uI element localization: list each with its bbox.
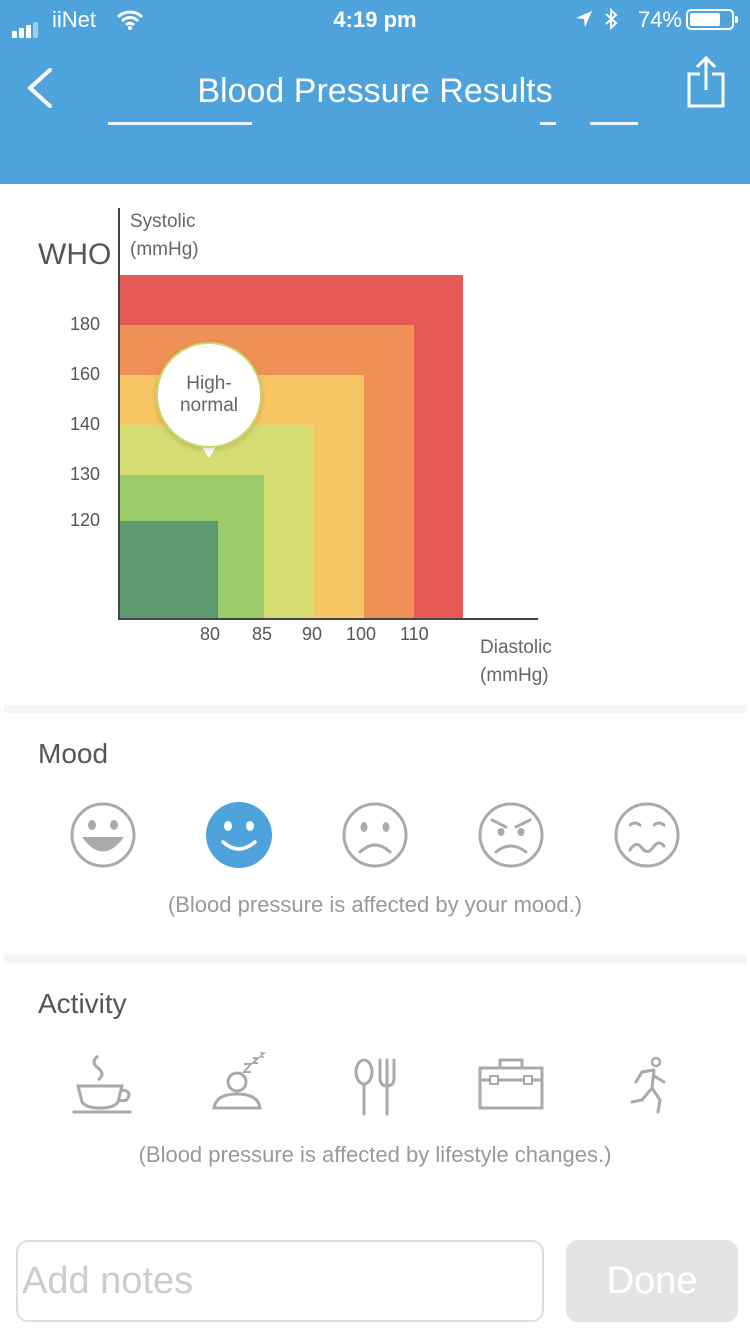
toolbox-icon[interactable] xyxy=(476,1050,546,1120)
activity-caption: (Blood pressure is affected by lifestyle… xyxy=(138,1142,612,1167)
y-axis-label: Systolic (mmHg) xyxy=(130,208,199,264)
notes-input[interactable] xyxy=(16,1240,544,1322)
x-axis-label-line2: (mmHg) xyxy=(480,665,549,686)
y-tick-label: 130 xyxy=(70,464,101,484)
header-bar: iiNet 4:19 pm 74% Blood Pressure Results xyxy=(0,0,750,184)
sad-face-icon[interactable] xyxy=(340,800,410,870)
page-title: Blood Pressure Results xyxy=(197,72,553,110)
chevron-left-icon[interactable] xyxy=(22,66,56,110)
battery-icon xyxy=(686,9,738,30)
x-axis-label-line1: Diastolic xyxy=(480,637,552,658)
x-tick-label: 90 xyxy=(302,624,323,644)
y-tick-label: 180 xyxy=(70,314,101,334)
bluetooth-icon xyxy=(605,7,618,31)
carrier-label: iiNet xyxy=(52,7,97,32)
x-axis-line xyxy=(118,618,538,620)
x-axis-label: Diastolic (mmHg) xyxy=(480,634,552,690)
clock-label: 4:19 pm xyxy=(333,7,417,32)
wavy-mouth-face-icon[interactable] xyxy=(612,800,682,870)
y-axis-label-line2: (mmHg) xyxy=(130,239,199,260)
obscured-text-line xyxy=(590,122,638,125)
y-tick-label: 120 xyxy=(70,510,101,530)
y-tick-label: 160 xyxy=(70,364,101,384)
status-bar: iiNet 4:19 pm 74% xyxy=(0,0,750,40)
share-icon[interactable] xyxy=(686,56,726,108)
zone-optimal xyxy=(120,521,218,618)
coffee-cup-icon[interactable] xyxy=(68,1050,138,1120)
x-tick-label: 80 xyxy=(200,624,221,644)
wifi-icon xyxy=(116,10,144,30)
signal-icon xyxy=(12,12,40,38)
y-tick-label: 140 xyxy=(70,414,101,434)
location-arrow-icon xyxy=(576,11,592,27)
mood-section-title: Mood xyxy=(38,738,109,769)
chart-standard-label: WHO xyxy=(38,238,112,271)
result-indicator-bubble: High- normal xyxy=(156,342,262,448)
sleeping-icon[interactable] xyxy=(204,1050,274,1120)
running-icon[interactable] xyxy=(612,1050,682,1120)
y-axis-label-line1: Systolic xyxy=(130,211,196,232)
obscured-text-line xyxy=(108,122,252,125)
done-button[interactable]: Done xyxy=(566,1240,738,1322)
x-tick-label: 100 xyxy=(346,624,377,644)
section-divider xyxy=(4,705,746,713)
activity-section-title: Activity xyxy=(38,988,127,1019)
y-axis-line xyxy=(118,208,120,620)
obscured-text-line xyxy=(540,122,556,125)
result-indicator-line1: High- xyxy=(186,373,232,394)
smiling-face-icon[interactable] xyxy=(204,800,274,870)
x-tick-label: 110 xyxy=(400,624,429,644)
blood-pressure-chart: WHO Systolic (mmHg) 180 160 140 130 120 … xyxy=(0,184,750,704)
fork-spoon-icon[interactable] xyxy=(340,1050,410,1120)
laughing-face-icon[interactable] xyxy=(68,800,138,870)
x-tick-label: 85 xyxy=(252,624,273,644)
battery-percent: 74% xyxy=(637,7,682,32)
mood-caption: (Blood pressure is affected by your mood… xyxy=(167,892,583,917)
result-indicator-line2: normal xyxy=(179,395,239,416)
angry-face-icon[interactable] xyxy=(476,800,546,870)
section-divider xyxy=(4,955,746,963)
